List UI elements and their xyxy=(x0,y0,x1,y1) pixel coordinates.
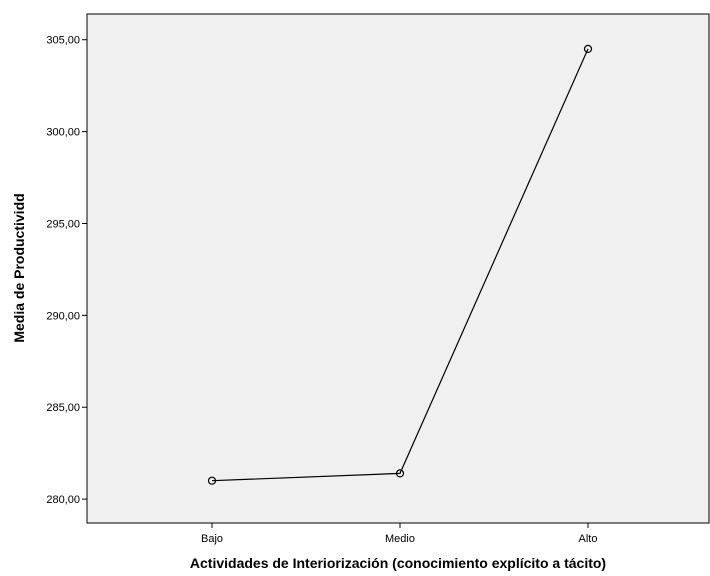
y-tick-label: 295,00 xyxy=(46,218,80,230)
x-axis-title: Actividades de Interiorización (conocimi… xyxy=(190,555,606,571)
series-line xyxy=(211,48,589,482)
y-axis-title: Media de Productividd xyxy=(11,193,27,342)
x-tick-label: Alto xyxy=(579,533,598,545)
plot-background xyxy=(86,13,710,524)
data-point xyxy=(207,476,217,485)
y-tick-label: 290,00 xyxy=(46,310,80,322)
y-tick-label: 305,00 xyxy=(46,35,80,47)
y-tick-label: 280,00 xyxy=(46,494,80,506)
x-tick-label: Medio xyxy=(385,533,415,545)
x-tick-label: Bajo xyxy=(201,533,223,545)
x-axis: Bajo Medio Alto xyxy=(201,523,598,545)
data-point xyxy=(395,469,405,478)
y-axis: 280,00 285,00 290,00 295,00 300,00 305,00 xyxy=(46,35,87,506)
y-tick-label: 285,00 xyxy=(46,402,80,414)
series-group xyxy=(207,44,593,485)
data-point xyxy=(583,44,593,54)
y-tick-label: 300,00 xyxy=(46,127,80,139)
